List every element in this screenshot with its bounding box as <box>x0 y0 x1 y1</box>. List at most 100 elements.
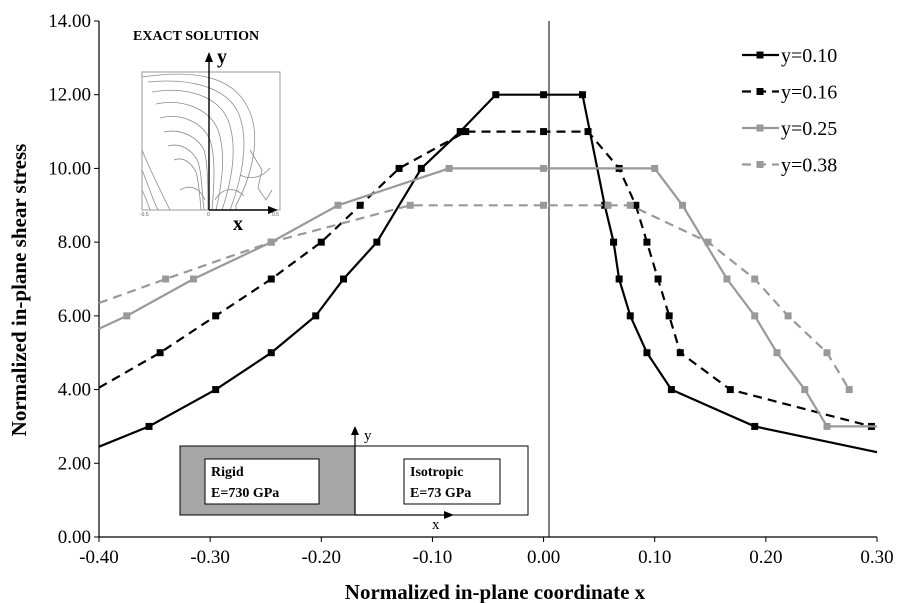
x-tick-label: -0.40 <box>79 547 119 568</box>
y-tick-label: 10.00 <box>48 158 91 179</box>
data-point <box>406 201 414 209</box>
legend: y=0.10 y=0.16 y=0.25 y=0.38 <box>742 45 837 177</box>
x-tick-label: 0.10 <box>638 547 671 568</box>
data-point <box>578 91 586 99</box>
data-point <box>267 275 275 283</box>
rigid-modulus: E=730 GPa <box>211 486 279 501</box>
data-point <box>373 238 381 246</box>
data-point <box>801 386 809 394</box>
data-point <box>751 422 759 430</box>
data-point <box>445 164 453 172</box>
data-point <box>540 201 548 209</box>
data-point <box>212 386 220 394</box>
inset-tick-right: 0.5 <box>272 212 279 218</box>
data-point <box>626 312 634 320</box>
axes <box>98 21 877 538</box>
data-point <box>334 201 342 209</box>
rigid-label: Rigid <box>211 465 244 480</box>
data-point <box>395 164 403 172</box>
data-point <box>704 238 712 246</box>
inset-y-arrowhead <box>205 52 213 62</box>
legend-marker <box>756 51 764 59</box>
contour-lines <box>141 73 273 211</box>
x-tick-label: -0.20 <box>301 547 341 568</box>
data-point <box>540 128 548 136</box>
data-point <box>751 275 759 283</box>
data-point <box>676 349 684 357</box>
rigid-label-box <box>204 458 320 505</box>
legend-marker <box>756 124 764 132</box>
data-point <box>492 91 500 99</box>
legend-label: y=0.25 <box>781 118 837 140</box>
series-y=0.38 <box>98 201 853 394</box>
material-y-arrowhead <box>351 426 359 435</box>
material-x-arrowhead <box>444 511 454 519</box>
data-point <box>784 312 792 320</box>
series-line <box>98 130 872 428</box>
data-point <box>417 164 425 172</box>
data-point <box>156 349 164 357</box>
series-line <box>98 204 851 391</box>
inset-x-label: x <box>233 213 243 235</box>
inset-contour-plot: EXACT SOLUTION y x -0.5 0 0.5 <box>133 29 281 235</box>
inset-frame <box>141 71 281 211</box>
data-point <box>162 275 170 283</box>
material-y-label: y <box>364 428 372 444</box>
y-tick-label: 0.00 <box>58 527 91 548</box>
isotropic-label-box <box>403 458 501 505</box>
x-tick-label: 0.00 <box>527 547 560 568</box>
y-axis-title: Normalized in-plane shear stress <box>7 144 31 437</box>
data-point <box>267 238 275 246</box>
data-point <box>540 164 548 172</box>
data-point <box>845 386 853 394</box>
legend-label: y=0.10 <box>781 45 837 67</box>
data-point <box>667 386 675 394</box>
legend-marker <box>756 161 764 168</box>
inset-y-label: y <box>217 46 227 68</box>
data-point <box>723 275 731 283</box>
data-point <box>456 128 464 136</box>
data-point <box>751 312 759 320</box>
data-point <box>356 201 364 209</box>
data-point <box>615 275 623 283</box>
series-layer <box>98 91 878 454</box>
data-point <box>584 128 592 136</box>
data-point <box>123 312 131 320</box>
inset-tick-center: 0 <box>207 212 210 218</box>
x-axis-title: Normalized in-plane coordinate x <box>345 580 646 603</box>
data-point <box>626 201 634 209</box>
tick-group: -0.40 -0.30 -0.20 -0.10 0.00 0.10 0.20 0.30 0.00… <box>48 11 893 568</box>
x-tick-label: -0.10 <box>413 547 453 568</box>
data-point <box>823 422 831 430</box>
data-point <box>651 164 659 172</box>
legend-label: y=0.16 <box>781 82 837 104</box>
isotropic-modulus: E=73 GPa <box>410 486 471 501</box>
x-tick-label: -0.30 <box>190 547 230 568</box>
data-point <box>643 238 651 246</box>
data-point <box>189 275 197 283</box>
data-point <box>610 238 618 246</box>
x-tick-label: 0.30 <box>860 547 893 568</box>
y-tick-label: 8.00 <box>58 232 91 253</box>
series-line <box>98 93 878 454</box>
data-point <box>823 349 831 357</box>
data-point <box>340 275 348 283</box>
y-tick-label: 4.00 <box>58 380 91 401</box>
data-point <box>654 275 662 283</box>
data-point <box>462 128 470 136</box>
inset-material-diagram: Rigid E=730 GPa Isotropic E=73 GPa y x <box>179 426 529 533</box>
data-point <box>312 312 320 320</box>
data-point <box>679 201 686 209</box>
legend-marker <box>756 88 764 95</box>
data-point <box>773 349 781 357</box>
y-tick-label: 12.00 <box>48 85 91 106</box>
data-point <box>643 349 651 357</box>
y-tick-label: 2.00 <box>58 453 91 474</box>
legend-label: y=0.38 <box>781 155 837 177</box>
material-x-label: x <box>432 517 440 533</box>
data-point <box>267 349 275 357</box>
data-point <box>317 238 325 246</box>
data-point <box>665 312 673 320</box>
inset-tick-left: -0.5 <box>140 212 149 218</box>
